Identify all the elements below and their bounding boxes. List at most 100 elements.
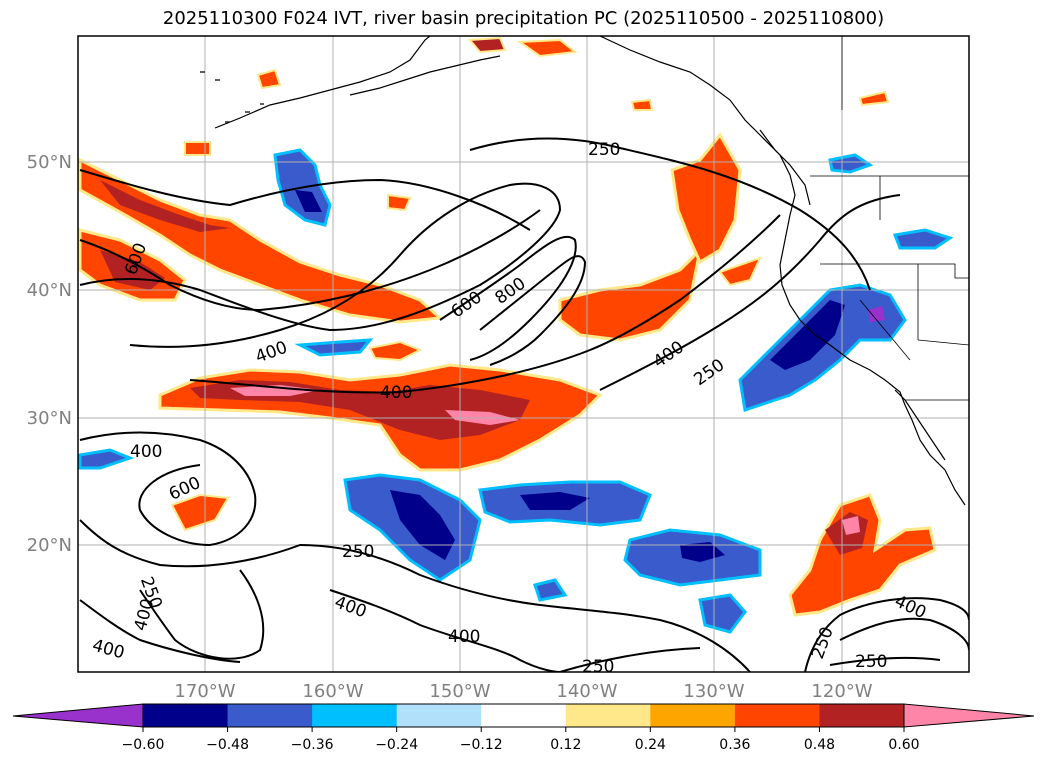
latitude-labels: 50°N 40°N 30°N 20°N [27,152,72,556]
ivt-contour-250 [804,597,969,672]
colorbar-tick-label: 0.24 [635,737,666,753]
positive-anomaly-region [368,340,423,362]
negative-anomaly-region [295,190,322,212]
positive-anomaly-region [558,245,703,342]
state-border [917,339,969,346]
negative-anomaly-shading [78,148,954,634]
positive-anomaly-region [170,493,230,532]
contour-label: 400 [380,383,412,403]
colorbar-tick-label: 0.48 [804,737,835,753]
contour-label: 400 [130,442,162,462]
latitude-label: 30°N [27,408,72,429]
ivt-contour-400 [79,431,257,547]
ivt-contour-800 [479,255,587,366]
colorbar-tick-label: −0.60 [122,737,165,753]
colorbar-tick-label: −0.36 [291,737,334,753]
negative-anomaly-region [828,153,874,174]
positive-anomaly-region [256,68,282,90]
colorbar-tick-label: 0.36 [719,737,750,753]
southeast-alaska-coastline [599,36,796,216]
longitude-label: 140°W [556,681,617,702]
colorbar-segment [650,704,736,727]
ivt-contour-250 [829,656,941,666]
colorbar-segment [143,704,229,727]
ivt-contour-400 [189,214,781,394]
colorbar-right-extension [903,703,1035,728]
contour-label: 250 [582,657,614,677]
colorbar-frame [142,703,905,728]
negative-anomaly-region [770,300,845,370]
colorbar-segment [819,704,905,727]
positive-anomaly-region [842,516,860,535]
map-frame [77,35,970,673]
state-border [859,299,911,361]
map-title: 2025110300 F024 IVT, river basin precipi… [162,8,885,29]
colorbar-tick-label: −0.24 [375,737,418,753]
ivt-contour-250 [469,137,871,291]
negative-anomaly-region [390,490,455,560]
colorbar-tick-label: −0.48 [206,737,249,753]
longitude-label: 130°W [683,681,744,702]
colorbar-segment [312,704,398,727]
ivt-contour-250 [79,519,751,672]
colorbar-tick-label: −0.12 [460,737,503,753]
ivt-contour-400 [599,194,901,391]
positive-anomaly-region [387,193,412,212]
positive-anomaly-region [100,180,230,232]
positive-anomaly-region [788,493,937,617]
colorbar-left-extension [12,703,144,728]
colorbar-segments [143,704,905,727]
latitude-label: 50°N [27,152,72,173]
colorbar-segment [396,704,482,727]
negative-anomaly-region [520,492,590,510]
colorbar: −0.60 −0.48 −0.36 −0.24 −0.12 0.12 0.24 0.36 0.4… [12,703,1035,753]
contour-label: 250 [342,542,374,562]
aleutian-islands [200,71,264,123]
contour-label: 250 [855,652,887,672]
positive-anomaly-region [517,38,578,58]
colorbar-tick-label: 0.60 [888,737,919,753]
positive-anomaly-region [630,98,654,111]
coastlines [200,36,966,506]
negative-anomaly-region [533,578,568,602]
latitude-label: 20°N [27,535,72,556]
colorbar-segment [227,704,313,727]
political-borders [810,36,969,401]
colorbar-segment [565,704,651,727]
colorbar-ticks: −0.60 −0.48 −0.36 −0.24 −0.12 0.12 0.24 0.36 0.4… [122,727,920,753]
longitude-label: 160°W [302,681,363,702]
ivt-contour-600 [439,235,577,361]
us-west-coastline [779,214,966,506]
ivt-contour-400 [79,599,241,663]
positive-anomaly-region [858,90,890,107]
ivt-contour-250 [139,569,265,660]
contour-label: 250 [588,140,620,160]
positive-anomaly-region [467,36,507,54]
negative-anomaly-region [78,448,135,470]
negative-anomaly-region [892,228,954,250]
contour-labels: 250 250 250 250 250 250 250 400 400 400 … [90,140,929,677]
positive-anomaly-region [718,256,762,287]
contour-label: 400 [448,627,480,647]
positive-anomaly-region [78,157,444,324]
colorbar-segment [481,704,567,727]
alaska-peninsula-coastline [349,55,501,96]
latitude-label: 40°N [27,280,72,301]
positive-anomaly-shading [78,36,937,617]
state-border [820,263,969,279]
negative-anomaly-region [868,306,885,322]
longitude-labels: 170°W 160°W 150°W 140°W 130°W 120°W [174,681,872,702]
positive-anomaly-region [670,132,742,265]
ivt-contour-400 [559,647,701,672]
map-panel: 250 250 250 250 250 250 250 400 400 400 … [27,35,970,702]
british-columbia-coastline [759,129,811,206]
longitude-label: 150°W [429,681,490,702]
ivt-contour-600 [79,209,541,312]
ivt-contours [79,137,969,672]
colorbar-segment [734,704,820,727]
baja-coastline [894,389,946,461]
longitude-label: 170°W [174,681,235,702]
ivt-contour-250 [79,169,531,231]
colorbar-tick-label: 0.12 [550,737,581,753]
